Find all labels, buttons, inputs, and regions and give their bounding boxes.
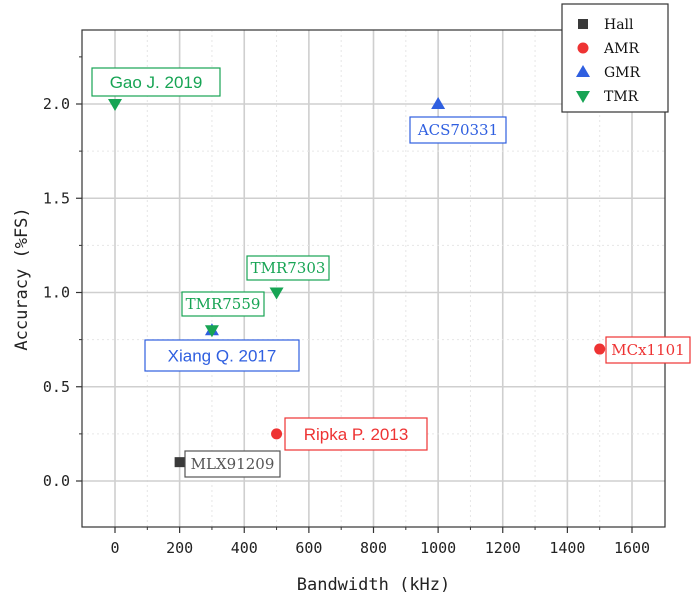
x-axis-title: Bandwidth (kHz): [297, 575, 451, 595]
annotation-label: Gao J. 2019: [110, 73, 203, 92]
x-tick-label: 1600: [614, 539, 650, 557]
annotation-box: ACS70331: [409, 116, 507, 144]
data-point-hall: [174, 457, 185, 468]
legend-label: GMR: [604, 65, 641, 81]
x-tick-label: 200: [166, 539, 193, 557]
annotation-box: TMR7303: [246, 255, 330, 281]
y-tick-label: 2.0: [43, 95, 70, 113]
annotation-label: MLX91209: [191, 455, 275, 473]
annotation-box: TMR7559: [181, 291, 265, 317]
legend-marker-gmr: [576, 65, 590, 77]
legend-marker-hall: [578, 19, 588, 29]
data-point-tmr: [108, 99, 122, 111]
data-point-gmr: [431, 97, 446, 109]
annotation-label: Xiang Q. 2017: [168, 347, 277, 366]
annotation-frame: [246, 255, 330, 281]
data-point-amr: [594, 343, 606, 355]
x-tick-label: 600: [295, 539, 322, 557]
y-tick-label: 1.5: [43, 189, 70, 207]
annotation-label: ACS70331: [417, 121, 498, 139]
axis-ticks: 0 200 400 600 800 1000 1200 1400 1600 0.0 0.5 1.0 1.…: [43, 56, 650, 557]
annotation-label: Ripka P. 2013: [304, 425, 409, 444]
annotation-box: Gao J. 2019: [91, 67, 221, 97]
data-points: [108, 97, 606, 468]
legend: Hall AMR GMR TMR: [561, 3, 669, 113]
annotation-label: MCx1101: [611, 341, 684, 359]
annotation-label: TMR7303: [251, 259, 326, 277]
x-tick-label: 1200: [485, 539, 521, 557]
legend-label: Hall: [604, 17, 634, 33]
annotation-frame: [284, 417, 428, 451]
annotation-box: Xiang Q. 2017: [144, 339, 300, 372]
x-tick-label: 800: [360, 539, 387, 557]
annotation-frame: [605, 336, 691, 364]
annotation-layer: Gao J. 2019 ACS70331 TMR7303 TMR7559 Xiang Q…: [91, 67, 691, 478]
annotation-box: Ripka P. 2013: [284, 417, 428, 451]
y-tick-label: 0.5: [43, 378, 70, 396]
x-tick-label: 1000: [420, 539, 456, 557]
legend-label: AMR: [603, 41, 639, 57]
legend-marker-amr: [577, 42, 589, 54]
annotation-box: MCx1101: [605, 336, 691, 364]
annotation-frame: [144, 339, 300, 372]
x-tick-label: 1400: [549, 539, 585, 557]
y-axis-title: Accuracy (%FS): [12, 207, 32, 350]
annotation-frame: [181, 291, 265, 317]
y-tick-label: 0.0: [43, 472, 70, 490]
x-tick-label: 400: [231, 539, 258, 557]
annotation-frame: [91, 67, 221, 97]
y-tick-label: 1.0: [43, 284, 70, 302]
legend-label: TMR: [604, 89, 639, 105]
annotation-frame: [184, 450, 281, 478]
legend-marker-tmr: [576, 91, 590, 103]
data-point-amr: [271, 428, 283, 440]
x-tick-label: 0: [110, 539, 119, 557]
data-point-tmr: [269, 287, 284, 300]
annotation-frame: [409, 116, 507, 144]
annotation-label: TMR7559: [186, 295, 261, 313]
data-point-tmr: [204, 325, 219, 338]
annotation-box: MLX91209: [184, 450, 281, 478]
